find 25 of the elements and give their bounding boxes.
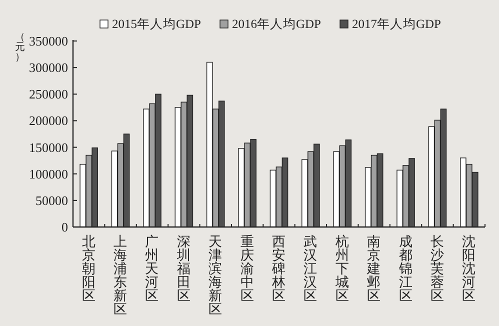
- y-tick-label: 50000: [36, 192, 68, 208]
- x-tick-label: 天津滨海新区: [208, 234, 223, 316]
- legend-label: 2016年人均GDP: [232, 17, 322, 31]
- y-tick-label: 200000: [29, 113, 68, 128]
- x-tick-label: 成都锦江区: [398, 234, 413, 303]
- x-tick-label: 沈阳沈河区: [462, 234, 476, 303]
- y-tick-label: 150000: [29, 140, 68, 155]
- x-tick-label: 深圳福田区: [176, 234, 191, 303]
- x-tick-label: 南京建邺区: [366, 234, 382, 303]
- x-tick-label: 长沙芙蓉区: [430, 234, 444, 303]
- x-tick-label: 北京朝阳区: [82, 234, 96, 303]
- y-axis-title: （元）: [15, 32, 25, 63]
- legend-label: 2015年人均GDP: [112, 17, 202, 31]
- x-tick-label: 武汉江汉区: [304, 234, 318, 303]
- y-tick-label: 300000: [29, 60, 68, 76]
- x-tick-label: 重庆渝中区: [240, 234, 254, 303]
- y-tick-label: 350000: [29, 34, 68, 48]
- x-tick-label: 杭州下城区: [334, 234, 350, 303]
- y-tick-label: 250000: [29, 86, 68, 102]
- x-tick-label: 西安碑林区: [271, 234, 286, 303]
- legend-label: 2017年人均GDP: [352, 17, 442, 31]
- y-tick-label: 0: [62, 220, 68, 234]
- x-tick-label: 上海浦东新区: [114, 234, 128, 316]
- x-tick-label: 广州天河区: [145, 234, 160, 303]
- y-tick-label: 100000: [29, 166, 68, 182]
